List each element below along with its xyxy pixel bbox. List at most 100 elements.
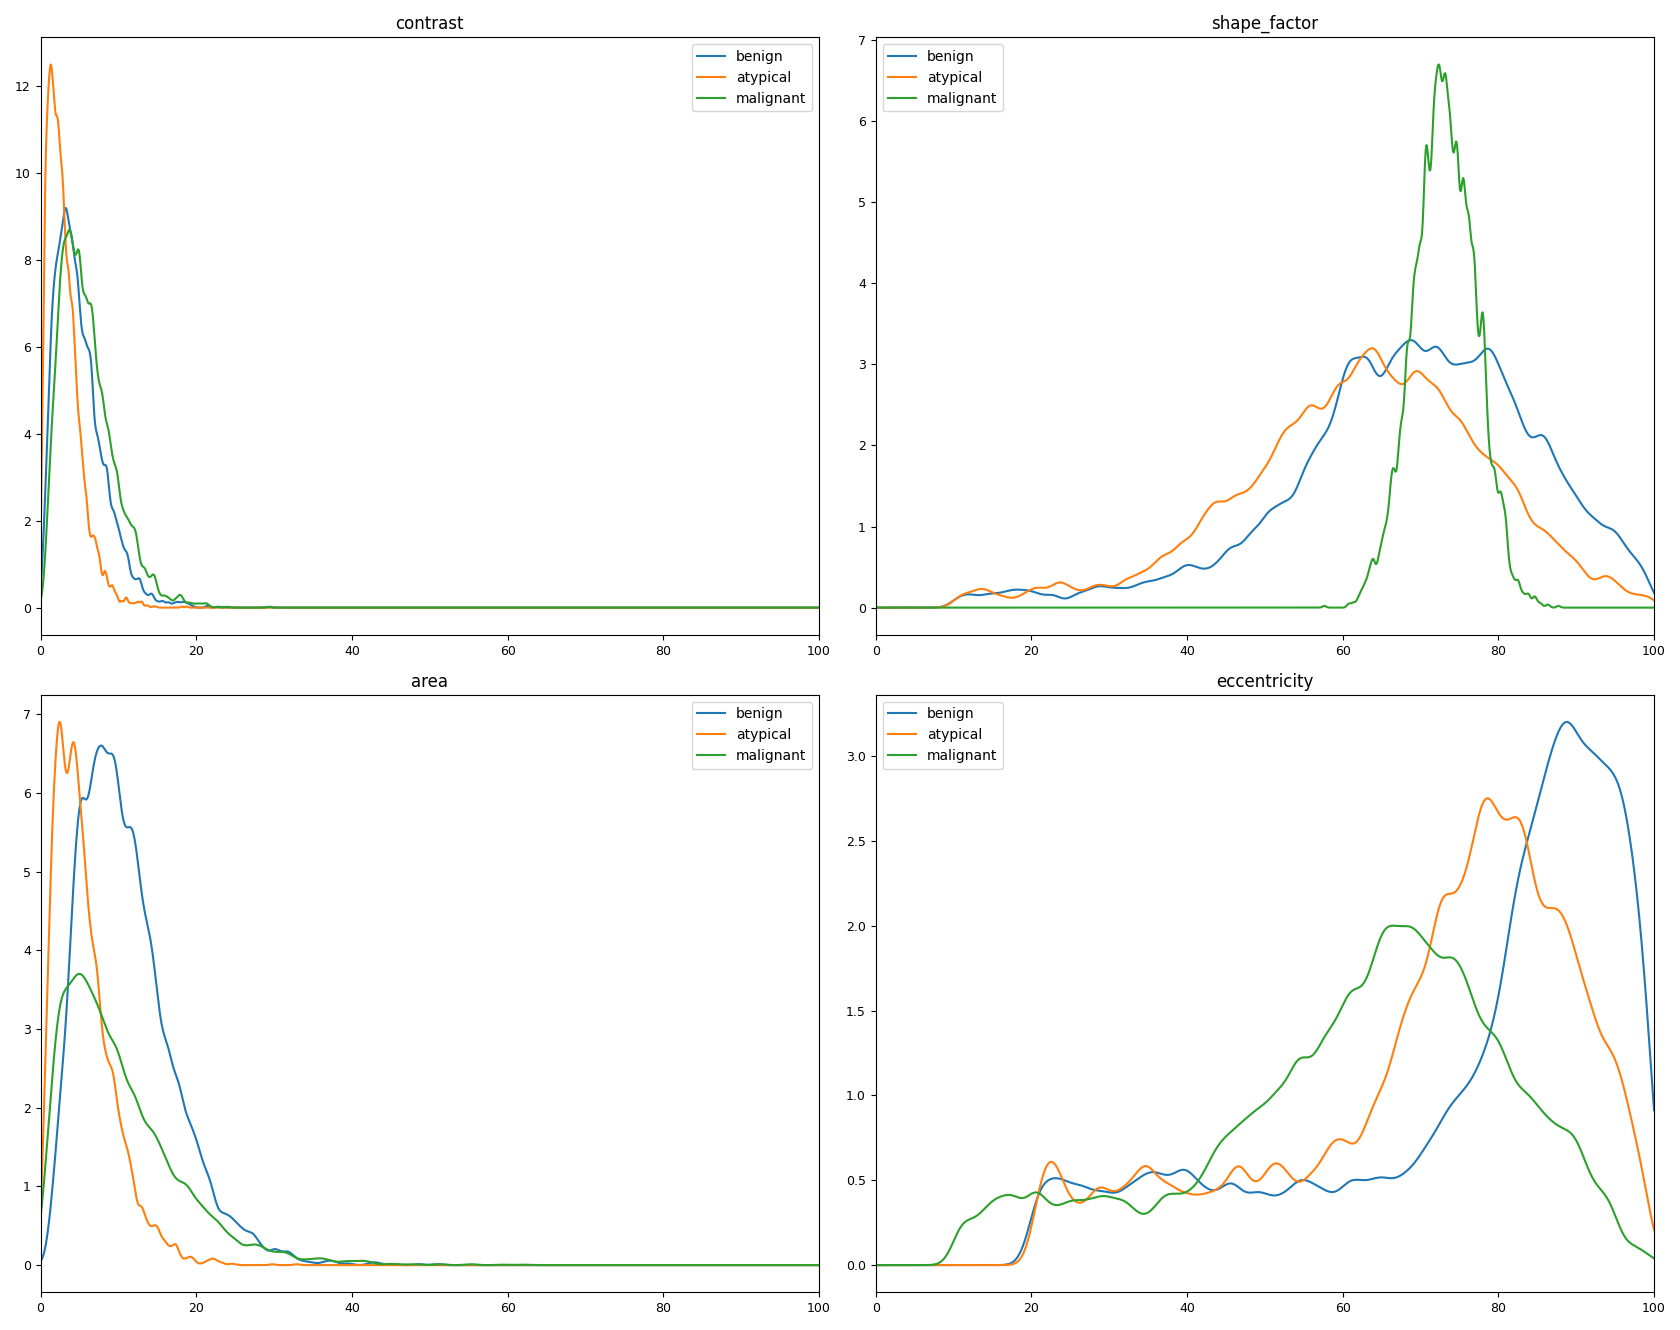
Line: atypical: atypical (40, 722, 818, 1265)
malignant (944, 600, 964, 616)
malignant (1208, 600, 1228, 616)
malignant (375, 1256, 395, 1271)
benign (346, 600, 366, 616)
atypical (1487, 456, 1507, 472)
malignant (1472, 310, 1492, 326)
atypical (638, 1257, 659, 1273)
atypical (1472, 795, 1492, 811)
malignant (638, 1257, 659, 1273)
benign (336, 600, 356, 616)
Legend: benign, atypical, malignant: benign, atypical, malignant (690, 44, 811, 112)
atypical (375, 1257, 395, 1273)
benign (654, 1257, 674, 1273)
Line: atypical: atypical (875, 348, 1653, 608)
Line: malignant: malignant (40, 974, 818, 1265)
benign (1399, 332, 1420, 348)
malignant (1487, 483, 1507, 499)
atypical (346, 600, 366, 616)
Line: benign: benign (40, 746, 818, 1265)
benign (654, 600, 674, 616)
atypical (654, 1257, 674, 1273)
atypical (1399, 991, 1420, 1007)
malignant (736, 1257, 756, 1273)
benign (638, 600, 659, 616)
Line: benign: benign (40, 207, 818, 608)
benign (1643, 1103, 1663, 1119)
malignant (30, 1209, 50, 1225)
atypical (566, 1257, 586, 1273)
benign (1399, 332, 1420, 348)
malignant (1179, 600, 1200, 616)
Line: malignant: malignant (875, 64, 1653, 608)
benign (944, 1257, 964, 1273)
atypical (111, 1116, 131, 1132)
malignant (111, 492, 131, 508)
benign (30, 580, 50, 596)
atypical (1643, 1222, 1663, 1238)
atypical (1477, 790, 1497, 806)
malignant (654, 600, 674, 616)
benign (1472, 1047, 1492, 1063)
atypical (638, 600, 659, 616)
atypical (111, 593, 131, 609)
benign (1556, 714, 1576, 730)
atypical (944, 1257, 964, 1273)
benign (1487, 354, 1507, 370)
benign (1208, 552, 1228, 568)
Line: malignant: malignant (875, 926, 1653, 1265)
atypical (1399, 367, 1420, 383)
Line: atypical: atypical (40, 64, 818, 608)
benign (808, 600, 828, 616)
atypical (865, 600, 885, 616)
atypical (375, 600, 395, 616)
benign (865, 1257, 885, 1273)
malignant (566, 1257, 586, 1273)
malignant (1472, 1015, 1492, 1031)
benign (30, 1253, 50, 1269)
benign (55, 200, 76, 215)
malignant (944, 1230, 964, 1246)
benign (865, 600, 885, 616)
malignant (865, 1257, 885, 1273)
benign (1179, 557, 1200, 573)
Title: shape_factor: shape_factor (1211, 15, 1317, 33)
malignant (808, 600, 828, 616)
benign (375, 1256, 395, 1271)
atypical (1208, 1180, 1228, 1196)
atypical (654, 600, 674, 616)
malignant (1643, 1250, 1663, 1266)
atypical (1487, 803, 1507, 819)
atypical (49, 714, 69, 730)
malignant (1383, 918, 1403, 934)
benign (375, 600, 395, 616)
Title: area: area (412, 673, 449, 690)
benign (638, 1257, 659, 1273)
benign (608, 1257, 628, 1273)
benign (808, 1257, 828, 1273)
benign (1179, 1165, 1200, 1181)
atypical (1361, 340, 1381, 356)
malignant (346, 1253, 366, 1269)
malignant (69, 966, 89, 982)
malignant (1179, 1181, 1200, 1197)
Legend: benign, atypical, malignant: benign, atypical, malignant (882, 702, 1003, 769)
malignant (865, 600, 885, 616)
atypical (1179, 528, 1200, 544)
atypical (1208, 493, 1228, 509)
atypical (808, 1257, 828, 1273)
benign (944, 592, 964, 608)
atypical (865, 1257, 885, 1273)
malignant (652, 1257, 672, 1273)
malignant (1399, 329, 1420, 344)
malignant (808, 1257, 828, 1273)
malignant (59, 222, 79, 238)
malignant (1399, 919, 1420, 935)
benign (1208, 1181, 1228, 1197)
atypical (346, 1257, 366, 1273)
malignant (1428, 56, 1448, 72)
Line: malignant: malignant (40, 230, 818, 608)
malignant (343, 600, 363, 616)
malignant (30, 593, 50, 609)
atypical (1472, 447, 1492, 463)
benign (346, 1257, 366, 1273)
